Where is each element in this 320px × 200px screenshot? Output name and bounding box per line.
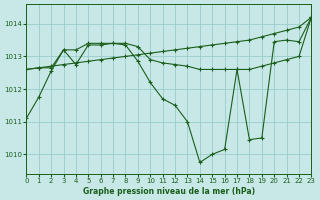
X-axis label: Graphe pression niveau de la mer (hPa): Graphe pression niveau de la mer (hPa)	[83, 187, 255, 196]
